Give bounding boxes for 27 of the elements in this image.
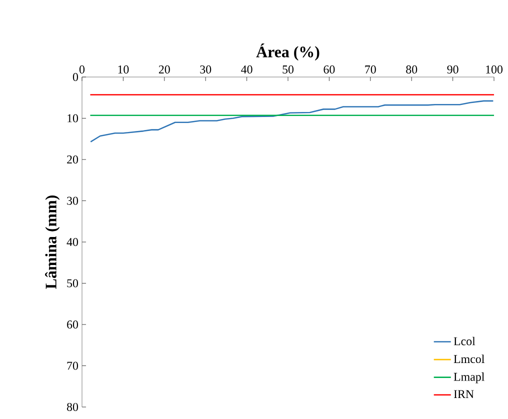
x-tick-label: 70 (365, 65, 376, 74)
x-tick-label: 90 (447, 65, 458, 74)
y-tick-label: 60 (67, 320, 78, 329)
x-tick-label: 40 (241, 65, 252, 74)
y-axis-title: Lâmina (mm) (45, 196, 60, 289)
x-axis-title: Área (%) (256, 44, 320, 61)
y-tick-label: 70 (67, 362, 78, 370)
x-tick-label: 0 (79, 65, 85, 74)
legend-label: Lmapl (454, 372, 484, 384)
y-tick-label: 30 (67, 196, 78, 205)
y-tick-label: 40 (66, 238, 78, 246)
x-tick-label: 100 (486, 65, 503, 74)
legend-label: Lcol (454, 336, 476, 346)
x-tick-label: 30 (200, 65, 212, 74)
line-series (90, 100, 494, 142)
x-tick-label: 50 (282, 65, 294, 74)
y-tick-label: 0 (72, 72, 78, 82)
legend-label: Lmcol (454, 354, 484, 364)
x-tick-label: 80 (406, 65, 418, 74)
y-tick-label: 50 (67, 279, 78, 288)
y-tick-label: 80 (66, 402, 78, 412)
x-tick-label: 10 (118, 65, 129, 74)
x-tick-label: 60 (324, 65, 335, 74)
x-tick-label: 20 (158, 65, 170, 74)
legend-label: IRN (454, 390, 474, 398)
y-tick-label: 10 (68, 114, 78, 122)
y-tick-label: 20 (67, 155, 78, 164)
